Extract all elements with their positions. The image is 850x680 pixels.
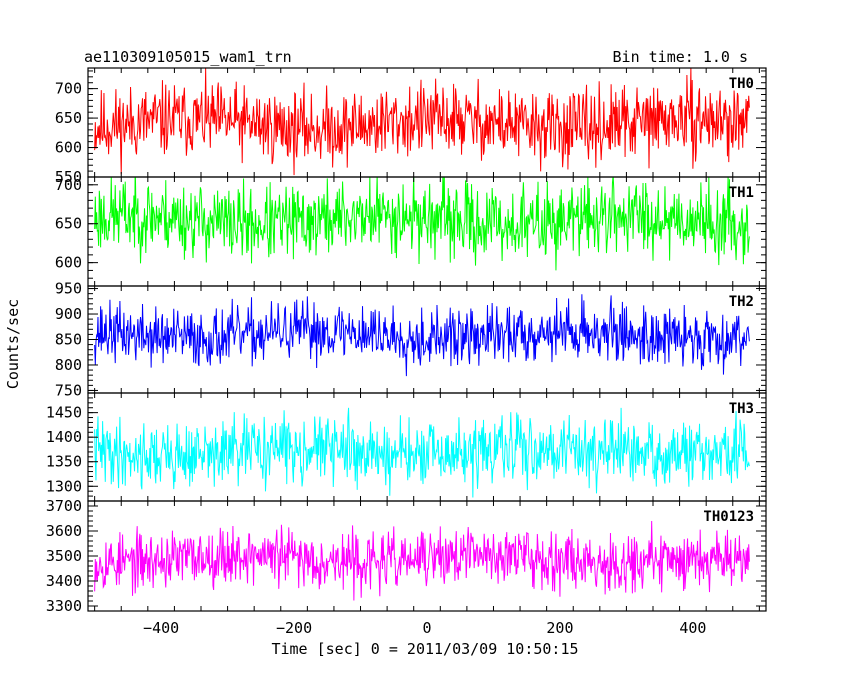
panel-frame bbox=[87, 500, 767, 612]
series-line-th0 bbox=[94, 68, 750, 176]
y-tick-label: 900 bbox=[55, 305, 82, 323]
series-line-th3 bbox=[94, 407, 750, 498]
panel-th3: 1300 1350 1400 1450 TH3 bbox=[46, 392, 767, 502]
x-tick-label: 0 bbox=[422, 619, 431, 637]
y-tick-label: 700 bbox=[55, 176, 82, 194]
panel-label-th0: TH0 bbox=[729, 76, 754, 92]
y-tick-label: 1300 bbox=[46, 477, 82, 495]
y-tick-label: 750 bbox=[55, 381, 82, 399]
series-line-th2 bbox=[94, 294, 750, 377]
chart-title: ae110309105015_wam1_trn bbox=[84, 48, 292, 66]
y-tick-label: 1400 bbox=[46, 428, 82, 446]
panel-label-th2: TH2 bbox=[729, 294, 754, 310]
series-line-th0123 bbox=[94, 521, 750, 601]
y-tick-label: 3300 bbox=[46, 597, 82, 615]
panel-th1: 600 650 700 TH1 bbox=[55, 176, 767, 287]
panel-label-th3: TH3 bbox=[729, 401, 754, 417]
x-axis: −400 −200 0 200 400 bbox=[143, 619, 706, 637]
y-axis-label: Counts/sec bbox=[4, 299, 22, 389]
x-tick-label: −400 bbox=[143, 619, 179, 637]
y-tick-label: 650 bbox=[55, 215, 82, 233]
y-tick-label: 1350 bbox=[46, 453, 82, 471]
series-line-th1 bbox=[94, 177, 750, 271]
y-tick-label: 950 bbox=[55, 280, 82, 298]
panel-th2: 750 800 850 900 950 TH2 bbox=[55, 280, 767, 399]
panel-th0123: 3300 3400 3500 3600 3700 TH0123 bbox=[46, 497, 767, 615]
panel-th0: 550 600 650 700 TH0 bbox=[55, 67, 767, 186]
bin-time-label: Bin time: 1.0 s bbox=[613, 48, 748, 66]
panel-label-th0123: TH0123 bbox=[703, 509, 754, 525]
y-tick-label: 3700 bbox=[46, 497, 82, 515]
y-tick-label: 3500 bbox=[46, 547, 82, 565]
y-tick-label: 3600 bbox=[46, 522, 82, 540]
x-tick-label: 400 bbox=[679, 619, 706, 637]
y-tick-label: 850 bbox=[55, 331, 82, 349]
panels-group: 550 600 650 700 TH0 600 650 700 TH1 750 800 850 900 9… bbox=[46, 67, 767, 615]
x-tick-label: −200 bbox=[276, 619, 312, 637]
x-axis-label: Time [sec] 0 = 2011/03/09 10:50:15 bbox=[271, 640, 578, 658]
y-tick-label: 650 bbox=[55, 109, 82, 127]
y-tick-label: 600 bbox=[55, 139, 82, 157]
y-tick-label: 550 bbox=[55, 168, 82, 186]
panel-label-th1: TH1 bbox=[729, 185, 754, 201]
x-tick-label: 200 bbox=[546, 619, 573, 637]
y-tick-label: 700 bbox=[55, 80, 82, 98]
y-tick-label: 600 bbox=[55, 254, 82, 272]
y-tick-label: 1450 bbox=[46, 404, 82, 422]
y-tick-label: 800 bbox=[55, 356, 82, 374]
y-tick-label: 3400 bbox=[46, 572, 82, 590]
